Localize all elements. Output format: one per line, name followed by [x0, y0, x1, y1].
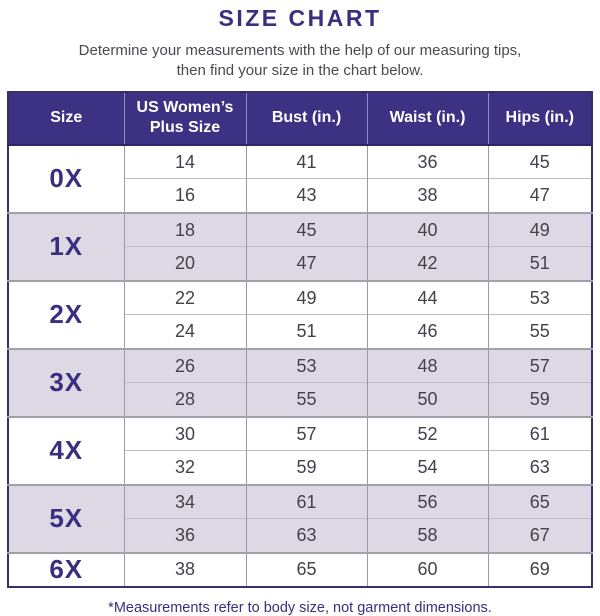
waist-value: 60 — [367, 551, 489, 587]
size-chart-page: SIZE CHART Determine your measurements w… — [0, 5, 600, 616]
bust-value: 53 — [246, 347, 368, 383]
size-label-3X: 3X — [8, 347, 125, 417]
bust-value: 59 — [246, 450, 368, 485]
hips-value: 65 — [488, 483, 592, 519]
size-group-1X: 1X 18 45 40 49 20 47 42 51 — [8, 211, 592, 281]
table-row: 32 59 54 63 — [8, 450, 592, 485]
waist-value: 40 — [367, 211, 489, 247]
table-row: 6X 38 65 60 69 — [8, 551, 592, 587]
column-header-bust: Bust (in.) — [246, 91, 368, 146]
table-row: 36 63 58 67 — [8, 518, 592, 553]
column-header-waist: Waist (in.) — [367, 91, 489, 146]
waist-value: 44 — [367, 279, 489, 315]
size-chart-table: Size US Women’s Plus Size Bust (in.) Wai… — [7, 90, 593, 588]
table-header-row: Size US Women’s Plus Size Bust (in.) Wai… — [8, 91, 592, 146]
page-title: SIZE CHART — [218, 5, 382, 31]
table-row: 24 51 46 55 — [8, 314, 592, 349]
hips-value: 69 — [488, 551, 592, 587]
waist-value: 48 — [367, 347, 489, 383]
size-label-0X: 0X — [8, 144, 125, 213]
plus-size-value: 30 — [124, 415, 247, 451]
bust-value: 63 — [246, 518, 368, 553]
bust-value: 55 — [246, 382, 368, 417]
size-group-2X: 2X 22 49 44 53 24 51 46 55 — [8, 279, 592, 349]
waist-value: 58 — [367, 518, 489, 553]
measurement-footnote: *Measurements refer to body size, not ga… — [108, 599, 492, 616]
waist-value: 42 — [367, 246, 489, 281]
size-label-6X: 6X — [8, 551, 125, 587]
plus-size-value: 36 — [124, 518, 247, 553]
table-row: 3X 26 53 48 57 — [8, 347, 592, 417]
size-label-5X: 5X — [8, 483, 125, 553]
hips-value: 67 — [488, 518, 592, 553]
bust-value: 49 — [246, 279, 368, 315]
plus-size-value: 34 — [124, 483, 247, 519]
plus-size-value: 28 — [124, 382, 247, 417]
table-row: 4X 30 57 52 61 — [8, 415, 592, 485]
hips-value: 59 — [488, 382, 592, 417]
size-group-4X: 4X 30 57 52 61 32 59 54 63 — [8, 415, 592, 485]
table-row: 0X 14 41 36 45 — [8, 144, 592, 213]
table-row: 2X 22 49 44 53 — [8, 279, 592, 349]
subtitle-line-2: then find your size in the chart below. — [176, 61, 424, 79]
bust-value: 41 — [246, 144, 368, 179]
size-label-2X: 2X — [8, 279, 125, 349]
size-group-3X: 3X 26 53 48 57 28 55 50 59 — [8, 347, 592, 417]
size-group-0X: 0X 14 41 36 45 16 43 38 47 — [8, 144, 592, 213]
hips-value: 45 — [529, 151, 550, 172]
column-header-plus-size: US Women’s Plus Size — [124, 91, 247, 146]
plus-size-value: 22 — [124, 279, 247, 315]
bust-value: 61 — [246, 483, 368, 519]
plus-size-value: 20 — [124, 246, 247, 281]
table-row: 5X 34 61 56 65 — [8, 483, 592, 553]
plus-size-value: 14 — [124, 144, 247, 179]
plus-size-value: 32 — [124, 450, 247, 485]
hips-value: 49 — [488, 211, 592, 247]
table-row: 1X 18 45 40 49 — [8, 211, 592, 281]
bust-value: 65 — [246, 551, 368, 587]
bust-value: 47 — [246, 246, 368, 281]
bust-value: 43 — [246, 178, 368, 213]
waist-value: 54 — [367, 450, 489, 485]
hips-value: 51 — [488, 246, 592, 281]
bust-value: 45 — [246, 211, 368, 247]
plus-size-value: 24 — [124, 314, 247, 349]
column-header-size: Size — [8, 91, 125, 146]
waist-value: 50 — [367, 382, 489, 417]
hips-value: 53 — [488, 279, 592, 315]
size-label-4X: 4X — [8, 415, 125, 485]
size-label-1X: 1X — [8, 211, 125, 281]
hips-value: 63 — [488, 450, 592, 485]
hips-value: 55 — [488, 314, 592, 349]
table-row: 20 47 42 51 — [8, 246, 592, 281]
page-subtitle: Determine your measurements with the hel… — [0, 41, 600, 81]
plus-size-value: 16 — [124, 178, 247, 213]
plus-size-value: 26 — [124, 347, 247, 383]
waist-value: 56 — [367, 483, 489, 519]
waist-value: 52 — [367, 415, 489, 451]
bust-value: 57 — [246, 415, 368, 451]
column-header-hips: Hips (in.) — [488, 91, 592, 146]
waist-value: 36 — [367, 144, 489, 179]
hips-value: 61 — [488, 415, 592, 451]
size-group-5X: 5X 34 61 56 65 36 63 58 67 — [8, 483, 592, 553]
table-row: 28 55 50 59 — [8, 382, 592, 417]
hips-value: 57 — [488, 347, 592, 383]
size-group-6X: 6X 38 65 60 69 — [8, 551, 592, 587]
waist-value: 38 — [367, 178, 489, 213]
hips-value: 47 — [488, 178, 592, 213]
subtitle-line-1: Determine your measurements with the hel… — [78, 42, 522, 59]
plus-size-value: 18 — [124, 211, 247, 247]
bust-value: 51 — [246, 314, 368, 349]
table-row: 16 43 38 47 — [8, 178, 592, 213]
plus-size-value: 38 — [124, 551, 247, 587]
waist-value: 46 — [367, 314, 489, 349]
